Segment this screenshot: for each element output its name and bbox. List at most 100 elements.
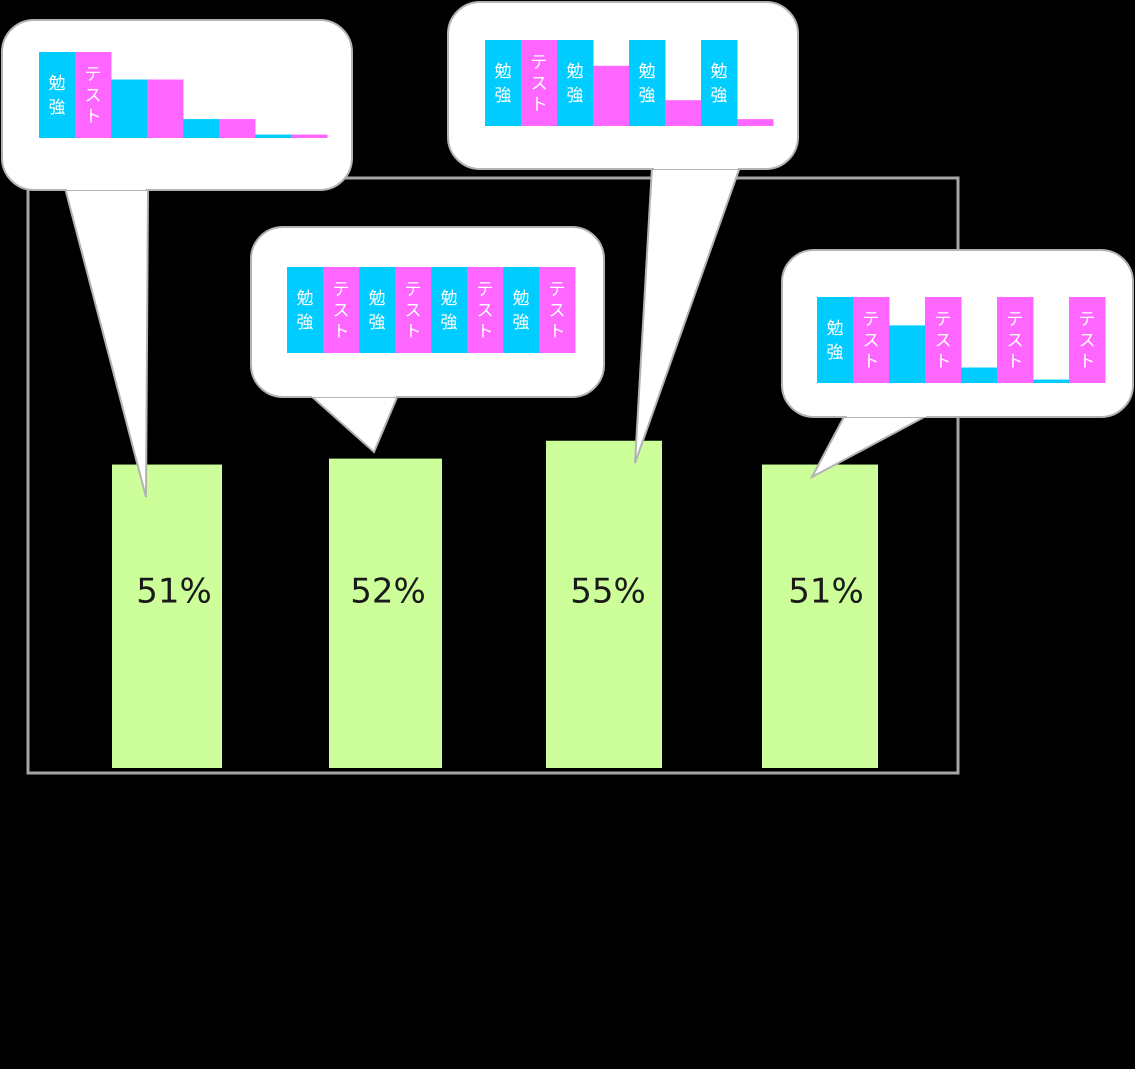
mini-bar-label-char: テ xyxy=(333,280,350,300)
mini-bar-study-7 xyxy=(503,267,540,353)
mini-bar-label-study-5: 勉強 xyxy=(639,62,656,106)
mini-bar-label-test-2: テスト xyxy=(85,65,102,127)
mini-chart-1: 勉強 テスト xyxy=(39,52,328,138)
mini-bar-label-study-1: 勉強 xyxy=(49,74,66,118)
mini-bar-label-char: 勉 xyxy=(495,62,512,82)
mini-bar-test-8 xyxy=(291,134,328,138)
mini-bar-label-char: テ xyxy=(1079,310,1096,330)
mini-bar-label-char: ト xyxy=(1007,352,1024,372)
mini-bar-label-study-5: 勉強 xyxy=(441,289,458,333)
mini-bar-label-char: ス xyxy=(1007,331,1024,351)
callout-seam-4 xyxy=(847,409,926,417)
mini-bar-label-char: 強 xyxy=(441,313,458,333)
mini-bar-study-7 xyxy=(255,134,292,138)
bar-value-label-2: 52% xyxy=(350,572,426,612)
mini-bar-label-char: テ xyxy=(1007,310,1024,330)
mini-bar-study-7 xyxy=(1033,379,1070,383)
mini-bar-label-test-6: テスト xyxy=(1007,310,1024,372)
mini-bar-label-test-2: テスト xyxy=(863,310,880,372)
mini-bar-label-study-1: 勉強 xyxy=(827,319,844,363)
mini-bar-study-3 xyxy=(557,40,594,126)
mini-bar-label-char: ス xyxy=(333,301,350,321)
mini-bar-label-test-2: テスト xyxy=(333,280,350,342)
bar-1 xyxy=(112,464,222,768)
mini-bar-test-4 xyxy=(395,267,432,353)
mini-bar-label-char: ト xyxy=(863,352,880,372)
mini-bar-label-char: ト xyxy=(85,107,102,127)
mini-bar-label-char: 強 xyxy=(513,313,530,333)
mini-bar-label-char: ス xyxy=(405,301,422,321)
mini-bar-study-1 xyxy=(485,40,522,126)
mini-bar-study-5 xyxy=(183,119,220,138)
bar-3 xyxy=(546,440,662,768)
mini-bar-label-char: ト xyxy=(531,95,548,115)
mini-bar-label-char: 勉 xyxy=(369,289,386,309)
mini-bar-study-5 xyxy=(961,367,998,383)
mini-bar-test-6 xyxy=(219,119,256,138)
mini-bar-label-char: 勉 xyxy=(711,62,728,82)
mini-bar-label-char: 強 xyxy=(369,313,386,333)
mini-bar-label-study-7: 勉強 xyxy=(711,62,728,106)
mini-bar-label-char: ト xyxy=(333,322,350,342)
mini-bar-label-test-4: テスト xyxy=(935,310,952,372)
callout-seam-1 xyxy=(67,182,146,190)
mini-bar-label-test-4: テスト xyxy=(405,280,422,342)
mini-bar-study-1 xyxy=(817,297,854,383)
mini-bar-study-1 xyxy=(39,52,76,138)
mini-bar-label-char: ト xyxy=(405,322,422,342)
chart-frame xyxy=(26,176,960,775)
mini-bar-label-char: 勉 xyxy=(639,62,656,82)
mini-bar-label-char: テ xyxy=(549,280,566,300)
mini-bar-label-char: ス xyxy=(531,74,548,94)
mini-bar-label-char: ス xyxy=(549,301,566,321)
mini-bar-study-3 xyxy=(111,79,148,138)
mini-bar-label-char: テ xyxy=(85,65,102,85)
mini-bar-label-char: ト xyxy=(549,322,566,342)
mini-bar-label-study-1: 勉強 xyxy=(297,289,314,333)
mini-bar-test-4 xyxy=(147,79,184,138)
mini-bar-label-study-3: 勉強 xyxy=(567,62,584,106)
mini-bar-test-2 xyxy=(521,40,558,126)
mini-bar-label-study-1: 勉強 xyxy=(495,62,512,106)
mini-bar-label-test-2: テスト xyxy=(531,53,548,115)
callout-tail-3 xyxy=(634,166,742,464)
mini-bar-label-char: ス xyxy=(935,331,952,351)
mini-bar-label-char: 強 xyxy=(495,86,512,106)
mini-bar-study-7 xyxy=(701,40,738,126)
mini-bar-label-char: ト xyxy=(935,352,952,372)
mini-bar-label-char: 勉 xyxy=(49,74,66,94)
mini-bar-label-char: 強 xyxy=(49,98,66,118)
bar-2 xyxy=(329,458,442,768)
callout-seam-3 xyxy=(654,161,738,169)
mini-bar-label-test-8: テスト xyxy=(1079,310,1096,372)
mini-bar-label-char: 強 xyxy=(297,313,314,333)
mini-bar-label-test-6: テスト xyxy=(477,280,494,342)
callout-bubbles-layer: 勉強テスト勉強テスト勉強テスト勉強テスト勉強テスト勉強テスト勉強勉強勉強勉強テス… xyxy=(1,1,1134,498)
callout-tail-2 xyxy=(307,394,400,454)
bar-value-label-3: 55% xyxy=(570,572,646,612)
mini-bar-label-char: ス xyxy=(863,331,880,351)
mini-bar-test-6 xyxy=(997,297,1034,383)
mini-bar-label-char: 強 xyxy=(827,343,844,363)
mini-bar-label-char: 勉 xyxy=(513,289,530,309)
mini-bar-label-char: テ xyxy=(405,280,422,300)
mini-bar-study-5 xyxy=(431,267,468,353)
mini-bar-test-8 xyxy=(737,119,774,126)
mini-bar-label-char: ス xyxy=(477,301,494,321)
mini-bar-test-8 xyxy=(539,267,576,353)
mini-bar-label-char: 勉 xyxy=(441,289,458,309)
mini-bar-test-8 xyxy=(1069,297,1106,383)
mini-bar-label-char: ト xyxy=(477,322,494,342)
mini-bar-label-char: テ xyxy=(863,310,880,330)
mini-bar-test-2 xyxy=(323,267,360,353)
mini-bar-label-char: テ xyxy=(935,310,952,330)
bar-value-label-1: 51% xyxy=(136,572,212,612)
mini-bar-label-char: 勉 xyxy=(567,62,584,82)
